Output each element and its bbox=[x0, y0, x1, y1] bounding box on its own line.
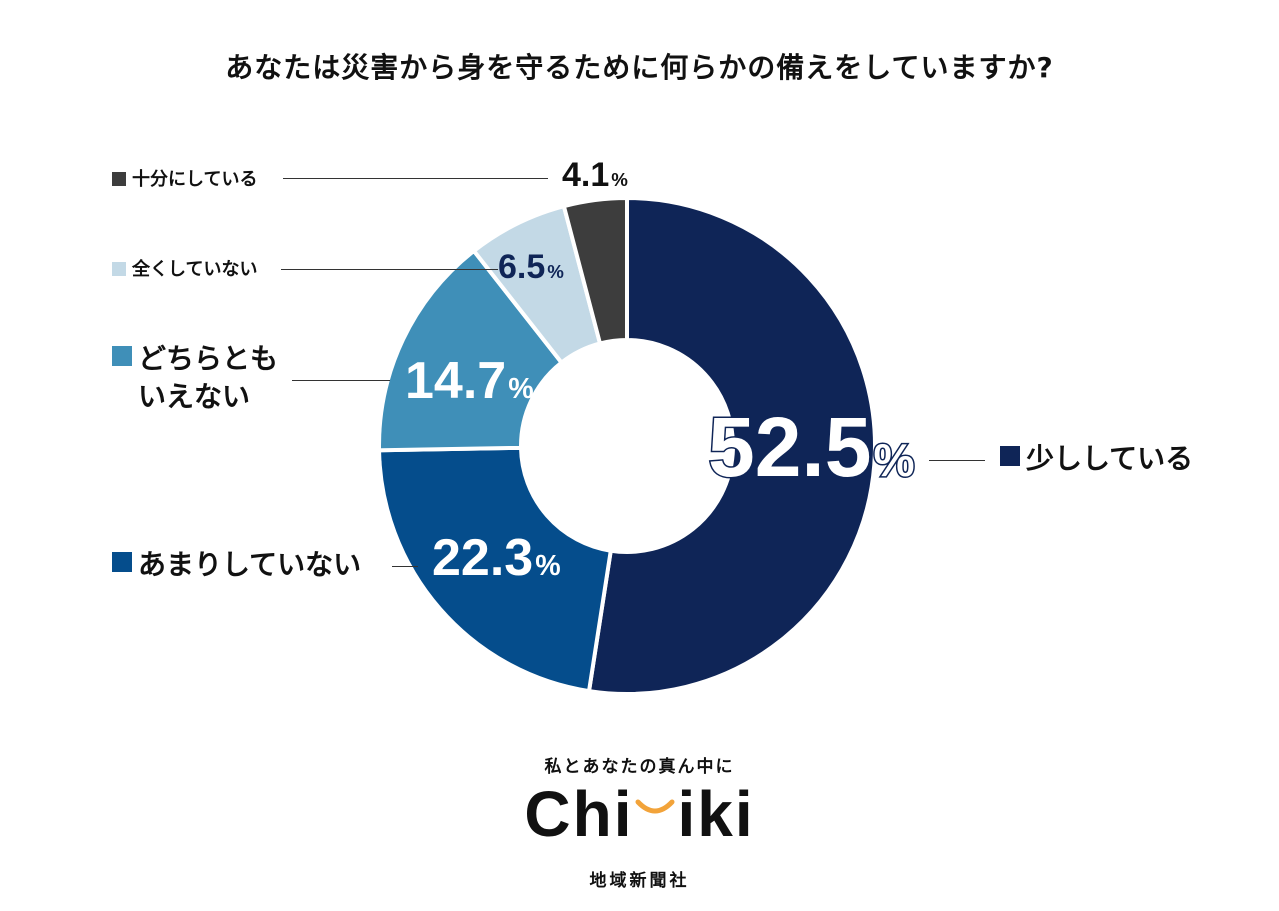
data-label-value: 14.7 bbox=[405, 352, 507, 410]
brand-logo: Chi iki bbox=[0, 782, 1279, 846]
data-label: 6.5% bbox=[498, 250, 564, 284]
legend-swatch bbox=[112, 262, 126, 276]
data-label-value: 52.5 bbox=[707, 400, 873, 494]
data-label-unit: % bbox=[872, 434, 916, 486]
legend-label: 十分にしている bbox=[132, 169, 258, 190]
brand-company: 地域新聞社 bbox=[589, 871, 690, 891]
leader-line bbox=[392, 566, 418, 567]
legend-label: 全くしていない bbox=[132, 259, 258, 280]
legend-item: あまりしていない bbox=[112, 546, 361, 584]
data-label: 14.7% bbox=[405, 355, 534, 407]
legend-label: 少ししている bbox=[1026, 442, 1194, 475]
legend-label: どちらとも いえない bbox=[138, 342, 279, 413]
data-label-unit: % bbox=[611, 169, 628, 190]
legend-swatch bbox=[112, 552, 132, 572]
data-label: 52.5% bbox=[707, 400, 917, 494]
leader-line bbox=[929, 460, 985, 461]
data-label-unit: % bbox=[547, 261, 564, 282]
data-label: 22.3% bbox=[432, 532, 561, 584]
leader-line bbox=[292, 380, 390, 381]
pie-slice bbox=[377, 248, 565, 453]
data-label-unit: % bbox=[535, 550, 561, 582]
pie-slice bbox=[561, 195, 629, 346]
legend-item: 十分にしている bbox=[112, 168, 257, 192]
legend-item: どちらとも いえない bbox=[112, 340, 278, 416]
chart-title: あなたは災害から身を守るために何らかの備えをしていますか? bbox=[225, 51, 1054, 84]
data-label-value: 4.1 bbox=[562, 156, 610, 194]
legend-swatch bbox=[112, 172, 126, 186]
leader-line bbox=[281, 269, 498, 270]
data-label-value: 6.5 bbox=[498, 248, 546, 286]
data-label-value: 22.3 bbox=[432, 529, 534, 587]
pie-slice bbox=[586, 195, 878, 696]
legend-swatch bbox=[1000, 446, 1020, 466]
legend-label: あまりしていない bbox=[138, 548, 362, 581]
brand-tagline: 私とあなたの真ん中に bbox=[544, 757, 735, 777]
pie-slice bbox=[377, 445, 614, 694]
leader-line bbox=[283, 178, 548, 179]
data-label: 4.1% bbox=[562, 158, 628, 192]
legend-swatch bbox=[112, 346, 132, 366]
brand-logo-right: iki bbox=[677, 778, 755, 850]
legend-item: 少ししている bbox=[1000, 440, 1193, 478]
legend-item: 全くしていない bbox=[112, 258, 257, 282]
data-label-unit: % bbox=[508, 373, 534, 405]
brand-logo-left: Chi bbox=[524, 778, 634, 850]
